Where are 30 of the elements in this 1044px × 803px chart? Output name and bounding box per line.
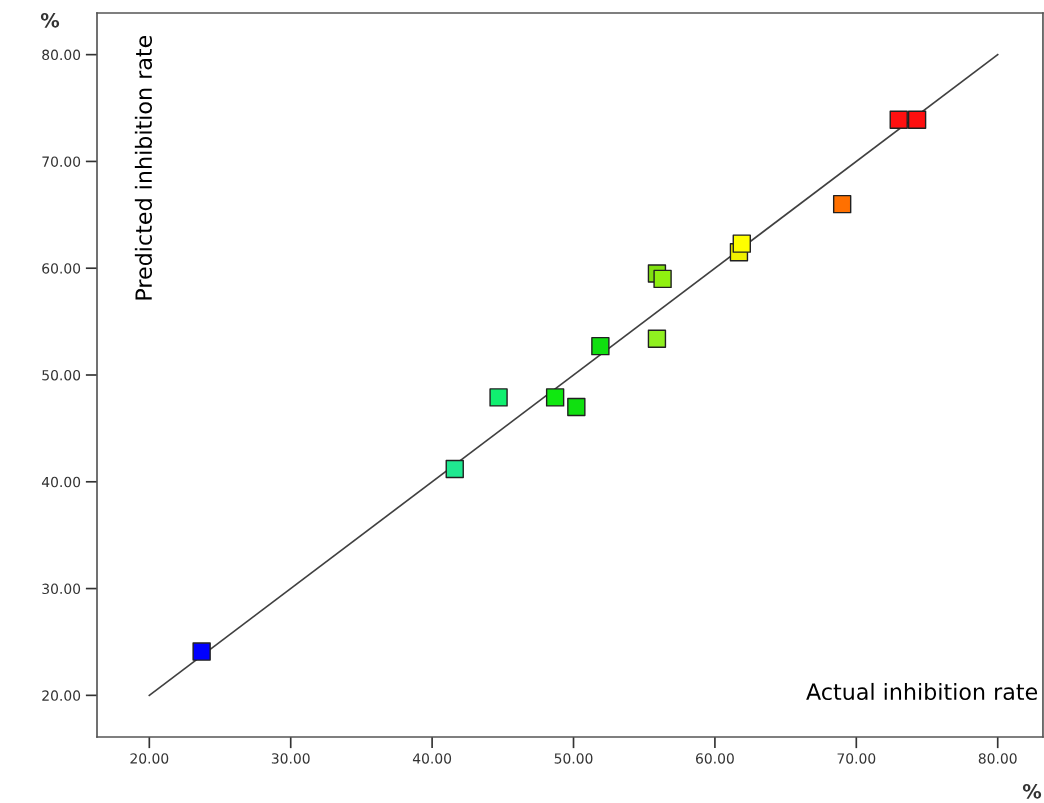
x-tick-label: 80.00 — [978, 753, 1017, 764]
x-tick-label: 60.00 — [696, 753, 734, 764]
y-tick-label: 30.00 — [42, 583, 81, 595]
point — [907, 110, 927, 129]
point — [832, 194, 852, 214]
point — [545, 388, 565, 407]
point — [591, 336, 610, 356]
text: % — [1022, 783, 1042, 799]
y-tick-label: 60.00 — [42, 263, 81, 274]
y-tick-label: 40.00 — [41, 476, 81, 488]
x-axis-title: Actual inhibition rate — [806, 682, 1038, 701]
point — [647, 329, 667, 348]
x-tick-label: 70.00 — [837, 753, 876, 764]
y-axis-title: Predicted inhibition rate — [134, 35, 153, 300]
y-tick-label: 20.00 — [42, 690, 81, 701]
y-tick-label: 80.00 — [42, 49, 81, 61]
point — [192, 642, 211, 661]
y-tick-label: 70.00 — [42, 156, 81, 167]
x-tick-label: 30.00 — [271, 753, 310, 764]
point — [445, 459, 464, 479]
y-tick-label: 50.00 — [42, 369, 81, 381]
text: % — [40, 12, 60, 28]
point — [889, 110, 908, 129]
x-tick-label: 40.00 — [412, 753, 452, 764]
x-tick-label: 20.00 — [130, 753, 169, 764]
x-tick-label: 50.00 — [554, 753, 593, 764]
point — [653, 269, 672, 289]
point — [489, 388, 508, 407]
point — [732, 234, 751, 253]
point — [567, 397, 586, 417]
